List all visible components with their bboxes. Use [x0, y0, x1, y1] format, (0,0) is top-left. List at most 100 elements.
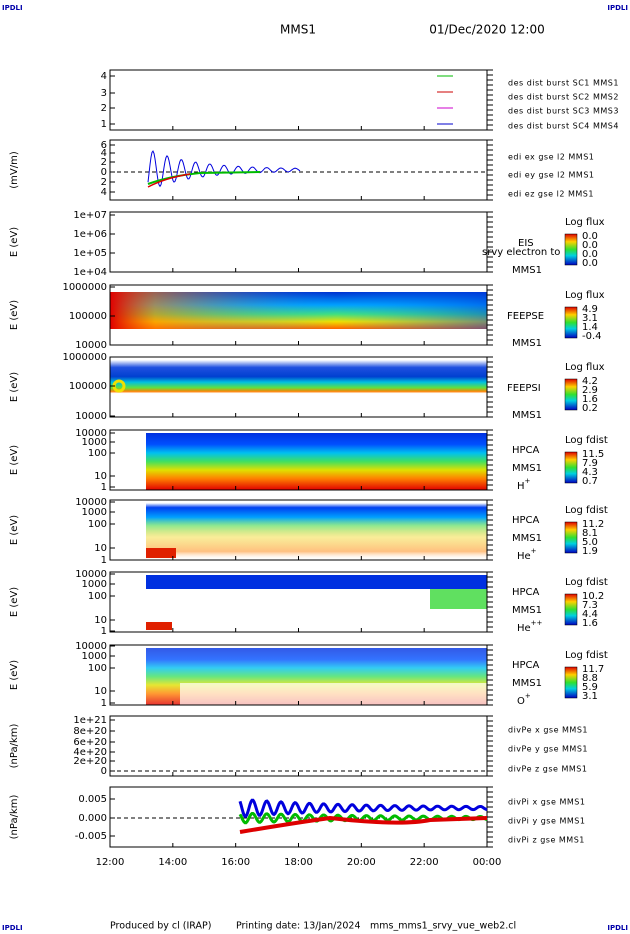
y-tick-label: 6 — [101, 140, 107, 151]
panel-label: MMS1 — [512, 338, 542, 349]
colorbar — [564, 233, 578, 266]
colorbar-tick-label: 0.0 — [582, 240, 598, 251]
colorbar-title: Log flux — [565, 290, 605, 301]
y-tick-label: 10 — [94, 686, 107, 697]
colorbar-tick-label: 4.2 — [582, 376, 598, 387]
spectrogram — [146, 575, 487, 589]
colorbar — [564, 378, 578, 411]
panel-label: HPCA — [512, 587, 540, 598]
y-tick-label: 1 — [101, 626, 107, 637]
legend-entry: divPe y gse MMS1 — [508, 745, 588, 754]
legend-entry: edi ex gse l2 MMS1 — [508, 153, 594, 162]
spectrogram — [430, 589, 487, 609]
y-tick-label: 1000 — [82, 437, 107, 448]
colorbar-title: Log flux — [565, 217, 605, 228]
legend-entry: des dist burst SC1 MMS1 — [508, 79, 619, 88]
y-tick-label: 1e+04 — [73, 267, 107, 278]
colorbar-tick-label: 7.3 — [582, 600, 598, 611]
y-tick-label: 1e+06 — [73, 229, 107, 240]
legend-entry: divPe z gse MMS1 — [508, 765, 587, 774]
colorbar-tick-label: 7.9 — [582, 458, 598, 469]
corner-label: IPDLI — [607, 924, 628, 932]
colorbar-tick-label: 3.1 — [582, 313, 598, 324]
y-axis-label: E (eV) — [9, 445, 20, 475]
panel-label: MMS1 — [512, 605, 542, 616]
colorbar-tick-label: 3.1 — [582, 691, 598, 702]
y-axis-label: (nPa/km) — [9, 724, 20, 769]
species-name: He — [517, 623, 531, 634]
colorbar — [564, 666, 578, 699]
y-tick-label: 100 — [88, 591, 107, 602]
panel-note: srvy electron to — [482, 247, 560, 258]
spectrogram — [180, 683, 487, 705]
y-tick-label: 1000000 — [62, 352, 107, 363]
y-tick-label: 100000 — [69, 381, 107, 392]
y-axis-label: E (eV) — [9, 587, 20, 617]
colorbar-tick-label: 1.6 — [582, 618, 598, 629]
colorbar-title: Log flux — [565, 362, 605, 373]
y-axis-label: E (eV) — [9, 300, 20, 330]
y-tick-label: 2 — [101, 103, 107, 114]
species-name: H — [517, 481, 525, 492]
colorbar-tick-label: 11.7 — [582, 664, 604, 675]
colorbar-tick-label: 8.8 — [582, 673, 598, 684]
y-tick-label: 100000 — [69, 311, 107, 322]
x-tick-label: 16:00 — [221, 857, 250, 868]
y-tick-label: 0.000 — [78, 813, 107, 824]
y-tick-label: 0.005 — [78, 794, 107, 805]
colorbar-tick-label: 2.9 — [582, 385, 598, 396]
panel-label: HPCA — [512, 515, 540, 526]
panel-frame — [109, 211, 488, 273]
panel-label: MMS1 — [512, 410, 542, 421]
panel-label: HPCA — [512, 445, 540, 456]
panel-label: MMS1 — [512, 265, 542, 276]
species-label: O+ — [517, 692, 531, 707]
x-tick-label: 18:00 — [284, 857, 313, 868]
x-tick-label: 22:00 — [410, 857, 439, 868]
legend-entry: des dist burst SC4 MMS4 — [508, 122, 619, 131]
y-tick-label: -0.005 — [75, 831, 107, 842]
colorbar-tick-label: 8.1 — [582, 528, 598, 539]
footer-printing: Printing date: 13/Jan/2024 — [236, 921, 361, 932]
y-tick-label: 2 — [101, 177, 107, 188]
y-tick-label: 1000000 — [62, 282, 107, 293]
footer-file: mms_mms1_srvy_vue_web2.cl — [370, 921, 516, 932]
legend-entry: divPi y gse MMS1 — [508, 817, 585, 826]
y-tick-label: 1 — [101, 698, 107, 709]
panel-label: EIS — [518, 238, 534, 249]
colorbar-title: Log fdist — [565, 505, 608, 516]
species-charge: ++ — [531, 619, 543, 627]
y-tick-label: 8e+20 — [73, 726, 107, 737]
y-tick-label: 10 — [94, 543, 107, 554]
date: 01/Dec/2020 12:00 — [429, 23, 545, 37]
colorbar-tick-label: 4.9 — [582, 304, 598, 315]
y-axis-label: (nPa/km) — [9, 795, 20, 840]
y-tick-label: 1e+21 — [73, 715, 107, 726]
y-tick-label: 10 — [94, 471, 107, 482]
y-tick-label: 4 — [101, 187, 107, 198]
y-tick-label: 4 — [101, 148, 107, 159]
y-tick-label: 100 — [88, 663, 107, 674]
panel-label: MMS1 — [512, 533, 542, 544]
colorbar-tick-label: 0.2 — [582, 403, 598, 414]
trace — [147, 171, 261, 185]
species-charge: + — [525, 692, 531, 700]
panel-label: MMS1 — [512, 463, 542, 474]
panel-label: FEEPSI — [507, 383, 541, 394]
legend-entry: des dist burst SC2 MMS2 — [508, 93, 619, 102]
title: MMS1 — [280, 23, 316, 37]
footer-producer: Produced by cl (IRAP) — [110, 921, 211, 932]
colorbar-tick-label: 0.0 — [582, 231, 598, 242]
corner-label: IPDLI — [2, 924, 23, 932]
colorbar-tick-label: 4.3 — [582, 467, 598, 478]
colorbar-tick-label: 1.6 — [582, 394, 598, 405]
y-tick-label: 1 — [101, 482, 107, 493]
colorbar-tick-label: 5.9 — [582, 682, 598, 693]
y-tick-label: 100 — [88, 519, 107, 530]
spectrogram — [146, 622, 172, 630]
species-label: He+ — [517, 547, 537, 562]
trace — [147, 150, 301, 188]
x-tick-label: 20:00 — [347, 857, 376, 868]
colorbar-tick-label: 0.0 — [582, 258, 598, 269]
colorbar — [564, 306, 578, 339]
